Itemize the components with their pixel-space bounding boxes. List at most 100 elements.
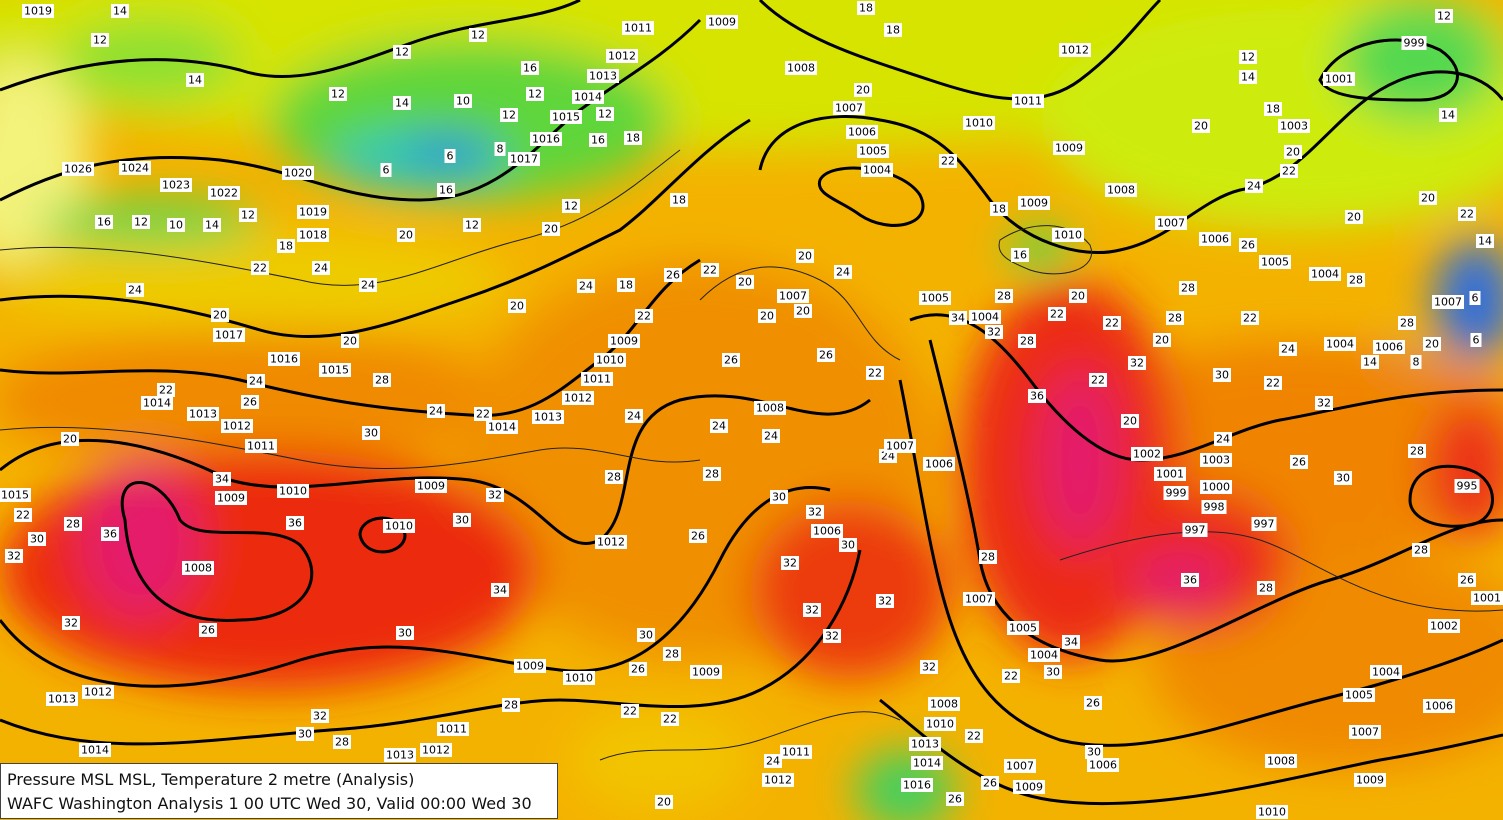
isobar-label: 1007: [1004, 759, 1036, 773]
isobar-label-box: [187, 407, 219, 421]
temperature-label: 16: [437, 183, 455, 197]
temperature-label: 32: [5, 549, 23, 563]
isobar-label-box: [1052, 228, 1084, 242]
isobar-label: 1012: [595, 535, 627, 549]
isobar-label-box: [594, 353, 626, 367]
temperature-label-box: [1361, 355, 1379, 369]
isobar-label-text: 1009: [610, 335, 638, 348]
temperature-label-text: 16: [97, 216, 111, 229]
temperature-label-text: 36: [1183, 574, 1197, 587]
isobar-label: 1010: [1256, 805, 1288, 819]
temperature-label-text: 30: [398, 627, 412, 640]
temperature-label: 28: [1257, 581, 1275, 595]
temperature-label-box: [64, 517, 82, 531]
isobar-label-box: [706, 15, 738, 29]
temperature-label-box: [876, 594, 894, 608]
temperature-label-box: [491, 583, 509, 597]
temperature-label: 18: [617, 278, 635, 292]
isobar-label-box: [297, 228, 329, 242]
isobar-label: 1003: [1278, 119, 1310, 133]
temperature-label-text: 24: [1247, 180, 1261, 193]
isobar-label: 1012: [420, 743, 452, 757]
temperature-label-text: 28: [1168, 312, 1182, 325]
isobar-label-text: 1008: [787, 62, 815, 75]
isobar-label-text: 1023: [162, 179, 190, 192]
temperature-label-box: [373, 373, 391, 387]
temperature-label-text: 36: [103, 528, 117, 541]
temperature-label: 30: [453, 513, 471, 527]
isobar-label-text: 1018: [299, 229, 327, 242]
temperature-label-box: [990, 202, 1008, 216]
temperature-label-text: 34: [493, 584, 507, 597]
temperature-label: 26: [199, 623, 217, 637]
temperature-label-text: 18: [619, 279, 633, 292]
temperature-label-text: 18: [859, 2, 873, 15]
temperature-label-text: 32: [987, 326, 1001, 339]
isobar-label-text: 1003: [1280, 120, 1308, 133]
temperature-label-box: [1166, 311, 1184, 325]
isobar-label: 1011: [437, 722, 469, 736]
isobar-label: 999: [1401, 36, 1427, 50]
isobar-label-box: [785, 61, 817, 75]
isobar-label: 1013: [532, 410, 564, 424]
temperature-label: 8: [494, 142, 506, 156]
temperature-label-box: [621, 704, 639, 718]
isobar-label-text: 1010: [385, 520, 413, 533]
isobar-label-box: [1259, 255, 1291, 269]
isobar-label-box: [928, 697, 960, 711]
temperature-label-box: [296, 727, 314, 741]
temperature-label: 12: [1435, 9, 1453, 23]
temperature-label-text: 34: [215, 473, 229, 486]
isobar-label: 1009: [1018, 196, 1050, 210]
temperature-label: 24: [625, 409, 643, 423]
isobar-label-text: 1009: [1015, 781, 1043, 794]
temperature-label-text: 12: [331, 88, 345, 101]
isobar-label: 1007: [884, 439, 916, 453]
isobar-label-box: [297, 205, 329, 219]
isobar-label-box: [1028, 648, 1060, 662]
isobar-label-text: 1013: [534, 411, 562, 424]
temperature-label-text: 22: [16, 509, 30, 522]
temperature-label-text: 28: [375, 374, 389, 387]
temperature-label: 34: [491, 583, 509, 597]
temperature-label: 28: [1412, 543, 1430, 557]
temperature-label: 26: [722, 353, 740, 367]
temperature-label: 12: [500, 108, 518, 122]
isobar-label-box: [846, 125, 878, 139]
temperature-label: 24: [359, 278, 377, 292]
isobar-label-text: 1011: [439, 723, 467, 736]
isobar-label-box: [901, 778, 933, 792]
isobar-label-box: [1401, 36, 1427, 50]
temperature-label: 14: [1476, 234, 1494, 248]
temperature-label: 32: [1315, 396, 1333, 410]
temperature-label-box: [710, 419, 728, 433]
isobar-label-text: 1009: [1020, 197, 1048, 210]
temperature-label-box: [213, 472, 231, 486]
isobar-label-text: 1007: [1434, 296, 1462, 309]
temperature-label-text: 30: [1336, 472, 1350, 485]
isobar-label-box: [221, 419, 253, 433]
temperature-label-box: [1458, 573, 1476, 587]
temperature-label-text: 16: [591, 134, 605, 147]
temperature-label: 24: [427, 404, 445, 418]
temperature-label-box: [500, 108, 518, 122]
temperature-label-text: 32: [1317, 397, 1331, 410]
isobar-label-box: [1182, 523, 1208, 537]
temperature-label-box: [803, 603, 821, 617]
temperature-label-box: [1257, 581, 1275, 595]
temperature-label-box: [1192, 119, 1210, 133]
isobar-label-text: 1006: [813, 525, 841, 538]
isobar-label-box: [245, 439, 277, 453]
temperature-label-box: [635, 309, 653, 323]
temperature-label-text: 28: [66, 518, 80, 531]
temperature-label-box: [333, 735, 351, 749]
temperature-label-box: [1476, 234, 1494, 248]
temperature-label-box: [28, 532, 46, 546]
isobar-label-text: 1007: [835, 102, 863, 115]
isobar-label-box: [581, 372, 613, 386]
isobar-label: 1013: [384, 748, 416, 762]
temperature-label-text: 28: [1410, 445, 1424, 458]
temperature-label-box: [1347, 273, 1365, 287]
